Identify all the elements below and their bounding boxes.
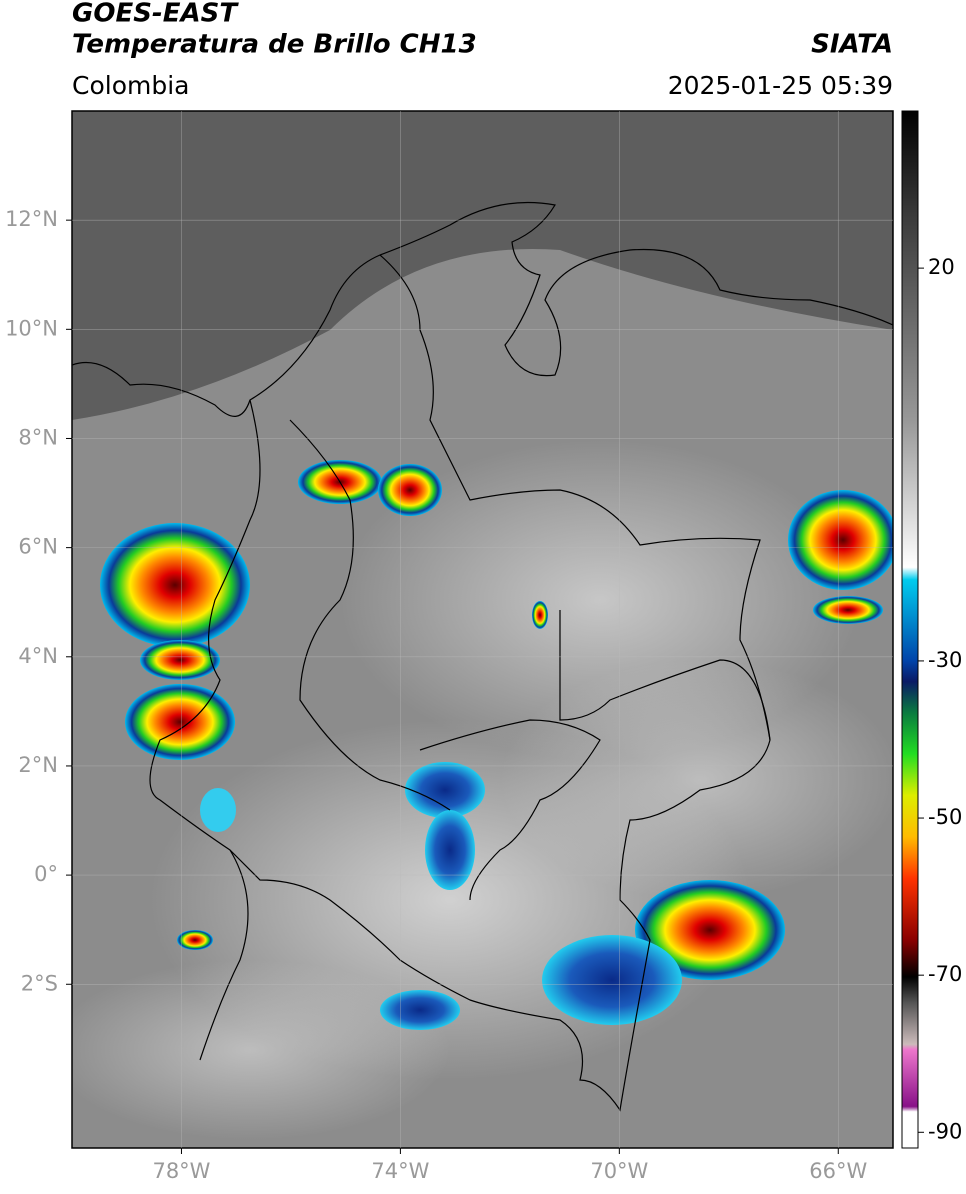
y-tick-label: 2°S bbox=[21, 971, 58, 995]
x-tick-label: 70°W bbox=[590, 1159, 648, 1183]
colorbar-tick-label: 20 bbox=[928, 255, 955, 279]
map-frame bbox=[71, 110, 894, 1149]
y-tick-label: 10°N bbox=[5, 316, 58, 340]
y-tick-label: 0° bbox=[34, 862, 58, 886]
y-tick-label: 8°N bbox=[18, 425, 58, 449]
colorbar-tick-label: -70 bbox=[928, 962, 962, 986]
title: GOES-EAST bbox=[72, 0, 239, 29]
region: Colombia bbox=[72, 71, 189, 100]
x-tick-label: 74°W bbox=[371, 1159, 429, 1183]
y-tick-label: 2°N bbox=[18, 753, 58, 777]
subtitle: Temperatura de Brillo CH13 bbox=[72, 30, 477, 60]
imagery bbox=[72, 111, 893, 1148]
x-tick-label: 66°W bbox=[809, 1159, 867, 1183]
x-tick-label: 78°W bbox=[152, 1159, 210, 1183]
datetime: 2025-01-25 05:39 bbox=[668, 71, 893, 100]
colorbar-tick-label: -90 bbox=[928, 1119, 962, 1143]
y-tick-label: 4°N bbox=[18, 644, 58, 668]
y-tick-label: 12°N bbox=[5, 207, 58, 231]
y-tick-label: 6°N bbox=[18, 535, 58, 559]
source: SIATA bbox=[811, 30, 893, 60]
colorbar bbox=[901, 110, 919, 1149]
colorbar-tick-label: -30 bbox=[928, 648, 962, 672]
colorbar-tick-label: -50 bbox=[928, 805, 962, 829]
